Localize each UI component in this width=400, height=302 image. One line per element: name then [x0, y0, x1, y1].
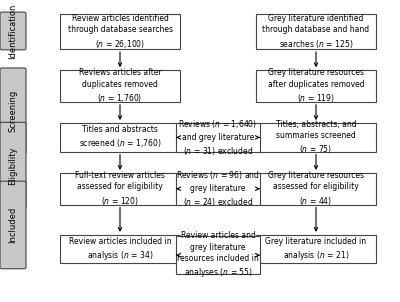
Text: Reviews ($n$ = 96) and
grey literature
($n$ = 24) excluded: Reviews ($n$ = 96) and grey literature (…: [176, 169, 260, 208]
Bar: [60, 173, 180, 205]
FancyBboxPatch shape: [0, 12, 26, 50]
Text: Reviews ($n$ = 1,640)
and grey literature
($n$ = 31) excluded: Reviews ($n$ = 1,640) and grey literatur…: [178, 118, 258, 157]
Text: Included: Included: [8, 207, 18, 243]
Bar: [256, 235, 376, 263]
Text: Review articles identified
through database searches
($n$ = 26,100): Review articles identified through datab…: [68, 14, 172, 50]
Bar: [256, 70, 376, 102]
Text: Review articles included in
analysis ($n$ = 34): Review articles included in analysis ($n…: [69, 236, 171, 262]
FancyBboxPatch shape: [0, 68, 26, 154]
Text: Titles and abstracts
screened ($n$ = 1,760): Titles and abstracts screened ($n$ = 1,7…: [79, 125, 161, 149]
Text: Grey literature identified
through database and hand
searches ($n$ = 125): Grey literature identified through datab…: [262, 14, 370, 50]
Text: Review articles and
grey literature
resources included in
analyses ($n$ = 55): Review articles and grey literature reso…: [177, 231, 259, 279]
Bar: [176, 173, 260, 205]
FancyBboxPatch shape: [0, 181, 26, 269]
Bar: [60, 235, 180, 263]
Bar: [176, 123, 260, 152]
Bar: [60, 14, 180, 49]
Text: Screening: Screening: [8, 90, 18, 132]
Bar: [256, 14, 376, 49]
Text: Eligibility: Eligibility: [8, 146, 18, 185]
Bar: [60, 123, 180, 152]
FancyBboxPatch shape: [0, 122, 26, 208]
Bar: [60, 70, 180, 102]
Text: Identification: Identification: [8, 3, 18, 59]
Text: Grey literature resources
assessed for eligibility
($n$ = 44): Grey literature resources assessed for e…: [268, 171, 364, 207]
Bar: [256, 173, 376, 205]
Bar: [176, 236, 260, 274]
Text: Full-text review articles
assessed for eligibility
($n$ = 120): Full-text review articles assessed for e…: [75, 171, 165, 207]
Text: Grey literature resources
after duplicates removed
($n$ = 119): Grey literature resources after duplicat…: [268, 68, 364, 104]
Text: Reviews articles after
duplicates removed
($n$ = 1,760): Reviews articles after duplicates remove…: [79, 68, 161, 104]
Text: Titles, abstracts, and
summaries screened
($n$ = 75): Titles, abstracts, and summaries screene…: [276, 120, 356, 155]
Bar: [256, 123, 376, 152]
Text: Grey literature included in
analysis ($n$ = 21): Grey literature included in analysis ($n…: [266, 236, 366, 262]
